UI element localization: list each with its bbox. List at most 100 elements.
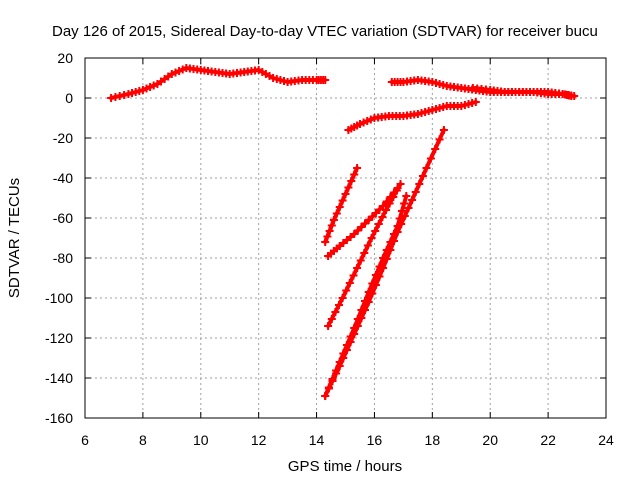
data-point <box>368 279 377 288</box>
data-point <box>342 286 351 295</box>
data-point <box>335 203 344 211</box>
x-axis-title: GPS time / hours <box>288 458 402 475</box>
data-point <box>325 227 334 235</box>
y-tick-label: -20 <box>53 130 73 146</box>
y-tick-label: -80 <box>53 250 73 266</box>
data-point <box>353 264 362 272</box>
data-point <box>386 238 395 246</box>
data-point <box>346 332 355 341</box>
data-point <box>327 315 336 323</box>
data-point <box>375 262 384 271</box>
x-tick-label: 20 <box>482 432 498 448</box>
data-point <box>332 209 341 218</box>
data-point <box>353 164 362 172</box>
x-tick-label: 14 <box>309 432 325 448</box>
data-point <box>342 341 351 349</box>
data-point <box>397 207 406 215</box>
x-tick-label: 24 <box>598 432 614 448</box>
data-point <box>382 206 390 214</box>
series-arc-6 <box>324 184 402 260</box>
data-point <box>371 271 380 279</box>
series-arc-4 <box>344 98 480 134</box>
data-point <box>431 145 440 153</box>
data-series <box>107 64 579 400</box>
x-tick-label: 18 <box>425 432 441 448</box>
y-tick-label: -160 <box>45 410 73 426</box>
y-tick-label: -60 <box>53 210 73 226</box>
data-point <box>357 306 366 314</box>
data-point <box>167 70 176 78</box>
data-point <box>426 154 435 163</box>
data-point <box>404 204 413 212</box>
x-tick-label: 10 <box>193 432 209 448</box>
data-point <box>364 288 373 296</box>
data-point <box>338 196 347 205</box>
data-point <box>570 92 579 100</box>
data-point <box>360 249 369 257</box>
data-point <box>390 230 398 238</box>
y-tick-label: -140 <box>45 370 73 386</box>
data-point <box>335 358 344 366</box>
series-arc-3 <box>468 84 579 100</box>
data-point <box>400 199 409 208</box>
data-point <box>335 301 343 309</box>
series-arc-5 <box>321 164 362 246</box>
data-point <box>471 98 480 106</box>
data-point <box>385 199 394 208</box>
x-tick-label: 12 <box>251 432 267 448</box>
data-point <box>418 172 427 180</box>
y-tick-label: -100 <box>45 290 73 306</box>
y-tick-label: 0 <box>65 90 73 106</box>
data-point <box>339 349 348 358</box>
data-point <box>439 126 448 134</box>
data-point <box>332 366 341 375</box>
series-arc-1 <box>107 64 330 102</box>
data-point <box>353 315 362 323</box>
data-point <box>350 170 359 179</box>
data-point <box>408 196 417 204</box>
data-point <box>345 279 354 287</box>
data-point <box>374 220 383 228</box>
data-point <box>323 232 332 241</box>
data-point <box>356 256 365 265</box>
y-tick-label: -120 <box>45 330 73 346</box>
data-point <box>327 221 336 230</box>
data-point <box>329 216 338 224</box>
data-point <box>378 213 387 221</box>
data-point <box>415 180 424 188</box>
data-point <box>396 180 405 188</box>
data-point <box>402 192 411 200</box>
data-point <box>321 76 330 84</box>
data-point <box>361 297 369 305</box>
data-point <box>379 254 388 262</box>
x-tick-label: 8 <box>139 432 147 448</box>
data-point <box>392 186 401 195</box>
data-point <box>371 227 380 235</box>
data-point <box>324 322 333 330</box>
data-point <box>422 164 431 172</box>
data-point <box>393 222 402 230</box>
data-point <box>328 375 337 383</box>
plot-frame <box>84 57 607 419</box>
data-point <box>349 271 358 280</box>
data-point <box>350 324 359 332</box>
data-point <box>341 190 350 198</box>
y-tick-label: -40 <box>53 170 73 186</box>
series-arc-9 <box>321 192 411 400</box>
data-point <box>321 238 330 246</box>
data-point <box>389 193 398 201</box>
axis-ticks: 6 8 10 12 14 16 18 20 22 24 -160 -140 -120 -100 -80 -60… <box>45 50 614 448</box>
data-point <box>395 214 404 223</box>
data-point <box>411 188 420 196</box>
y-axis-title: SDTVAR / TECUs <box>6 178 23 298</box>
data-point <box>363 241 372 250</box>
x-tick-label: 22 <box>540 432 556 448</box>
chart-title: Day 126 of 2015, Sidereal Day-to-day VTE… <box>52 23 598 40</box>
x-tick-label: 6 <box>81 432 89 448</box>
data-point <box>331 308 340 316</box>
data-point <box>435 135 444 144</box>
data-point <box>347 177 356 185</box>
data-point <box>321 392 330 400</box>
